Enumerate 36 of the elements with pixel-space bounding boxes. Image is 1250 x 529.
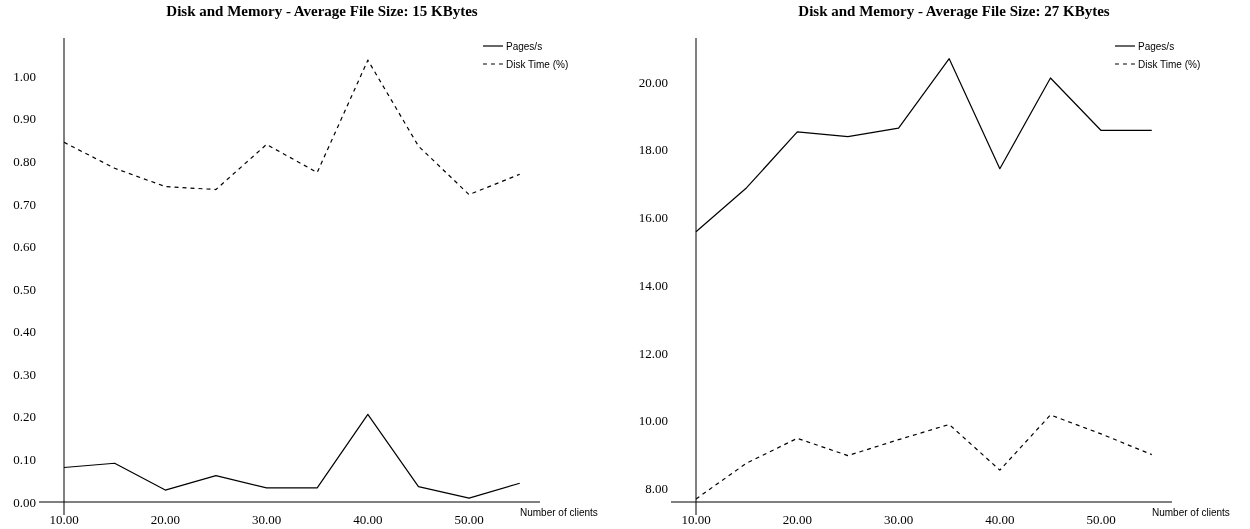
y-tick-label: 8.00 [645,481,668,496]
x-tick-label: 20.00 [150,512,180,527]
x-tick-label: 10.00 [681,512,711,527]
y-tick-label: 18.00 [638,142,668,158]
x-tick-label: 50.00 [454,512,484,527]
y-tick-label: 16.00 [638,210,668,226]
y-tick-label: 14.00 [638,277,668,293]
legend-label: Pages/s [506,41,543,52]
x-tick-label: 40.00 [985,512,1015,527]
y-tick-label: 0.80 [13,154,36,169]
x-tick-label: 30.00 [251,512,282,527]
y-tick-label: 12.00 [638,345,668,361]
x-tick-label: 30.00 [883,512,914,527]
y-tick-label: 0.20 [13,409,36,425]
legend-label: Pages/s [1138,41,1175,52]
y-tick-label: 0.30 [13,366,36,382]
legend-label: Disk Time (%) [1138,59,1201,70]
y-tick-label: 0.60 [13,239,36,255]
x-tick-label: 40.00 [353,512,383,527]
y-tick-label: 0.40 [13,324,36,340]
x-tick-label: 10.00 [49,512,79,527]
x-axis-title: Number of clients [1152,507,1230,518]
chart-title: Disk and Memory - Average File Size: 15 KBytes [166,3,478,19]
y-tick-label: 1.00 [13,68,36,84]
legend-label: Disk Time (%) [506,59,569,70]
chart-title: Disk and Memory - Average File Size: 27 KBytes [798,3,1110,19]
y-tick-label: 0.70 [13,196,36,212]
x-tick-label: 50.00 [1086,512,1116,527]
y-tick-label: 20.00 [638,74,668,90]
y-tick-label: 0.00 [13,494,36,510]
x-axis-title: Number of clients [520,507,598,518]
y-tick-label: 0.90 [13,111,36,127]
y-tick-label: 0.50 [13,281,36,297]
y-tick-label: 10.00 [638,413,668,429]
y-tick-label: 0.10 [13,451,36,467]
x-tick-label: 20.00 [782,512,812,527]
